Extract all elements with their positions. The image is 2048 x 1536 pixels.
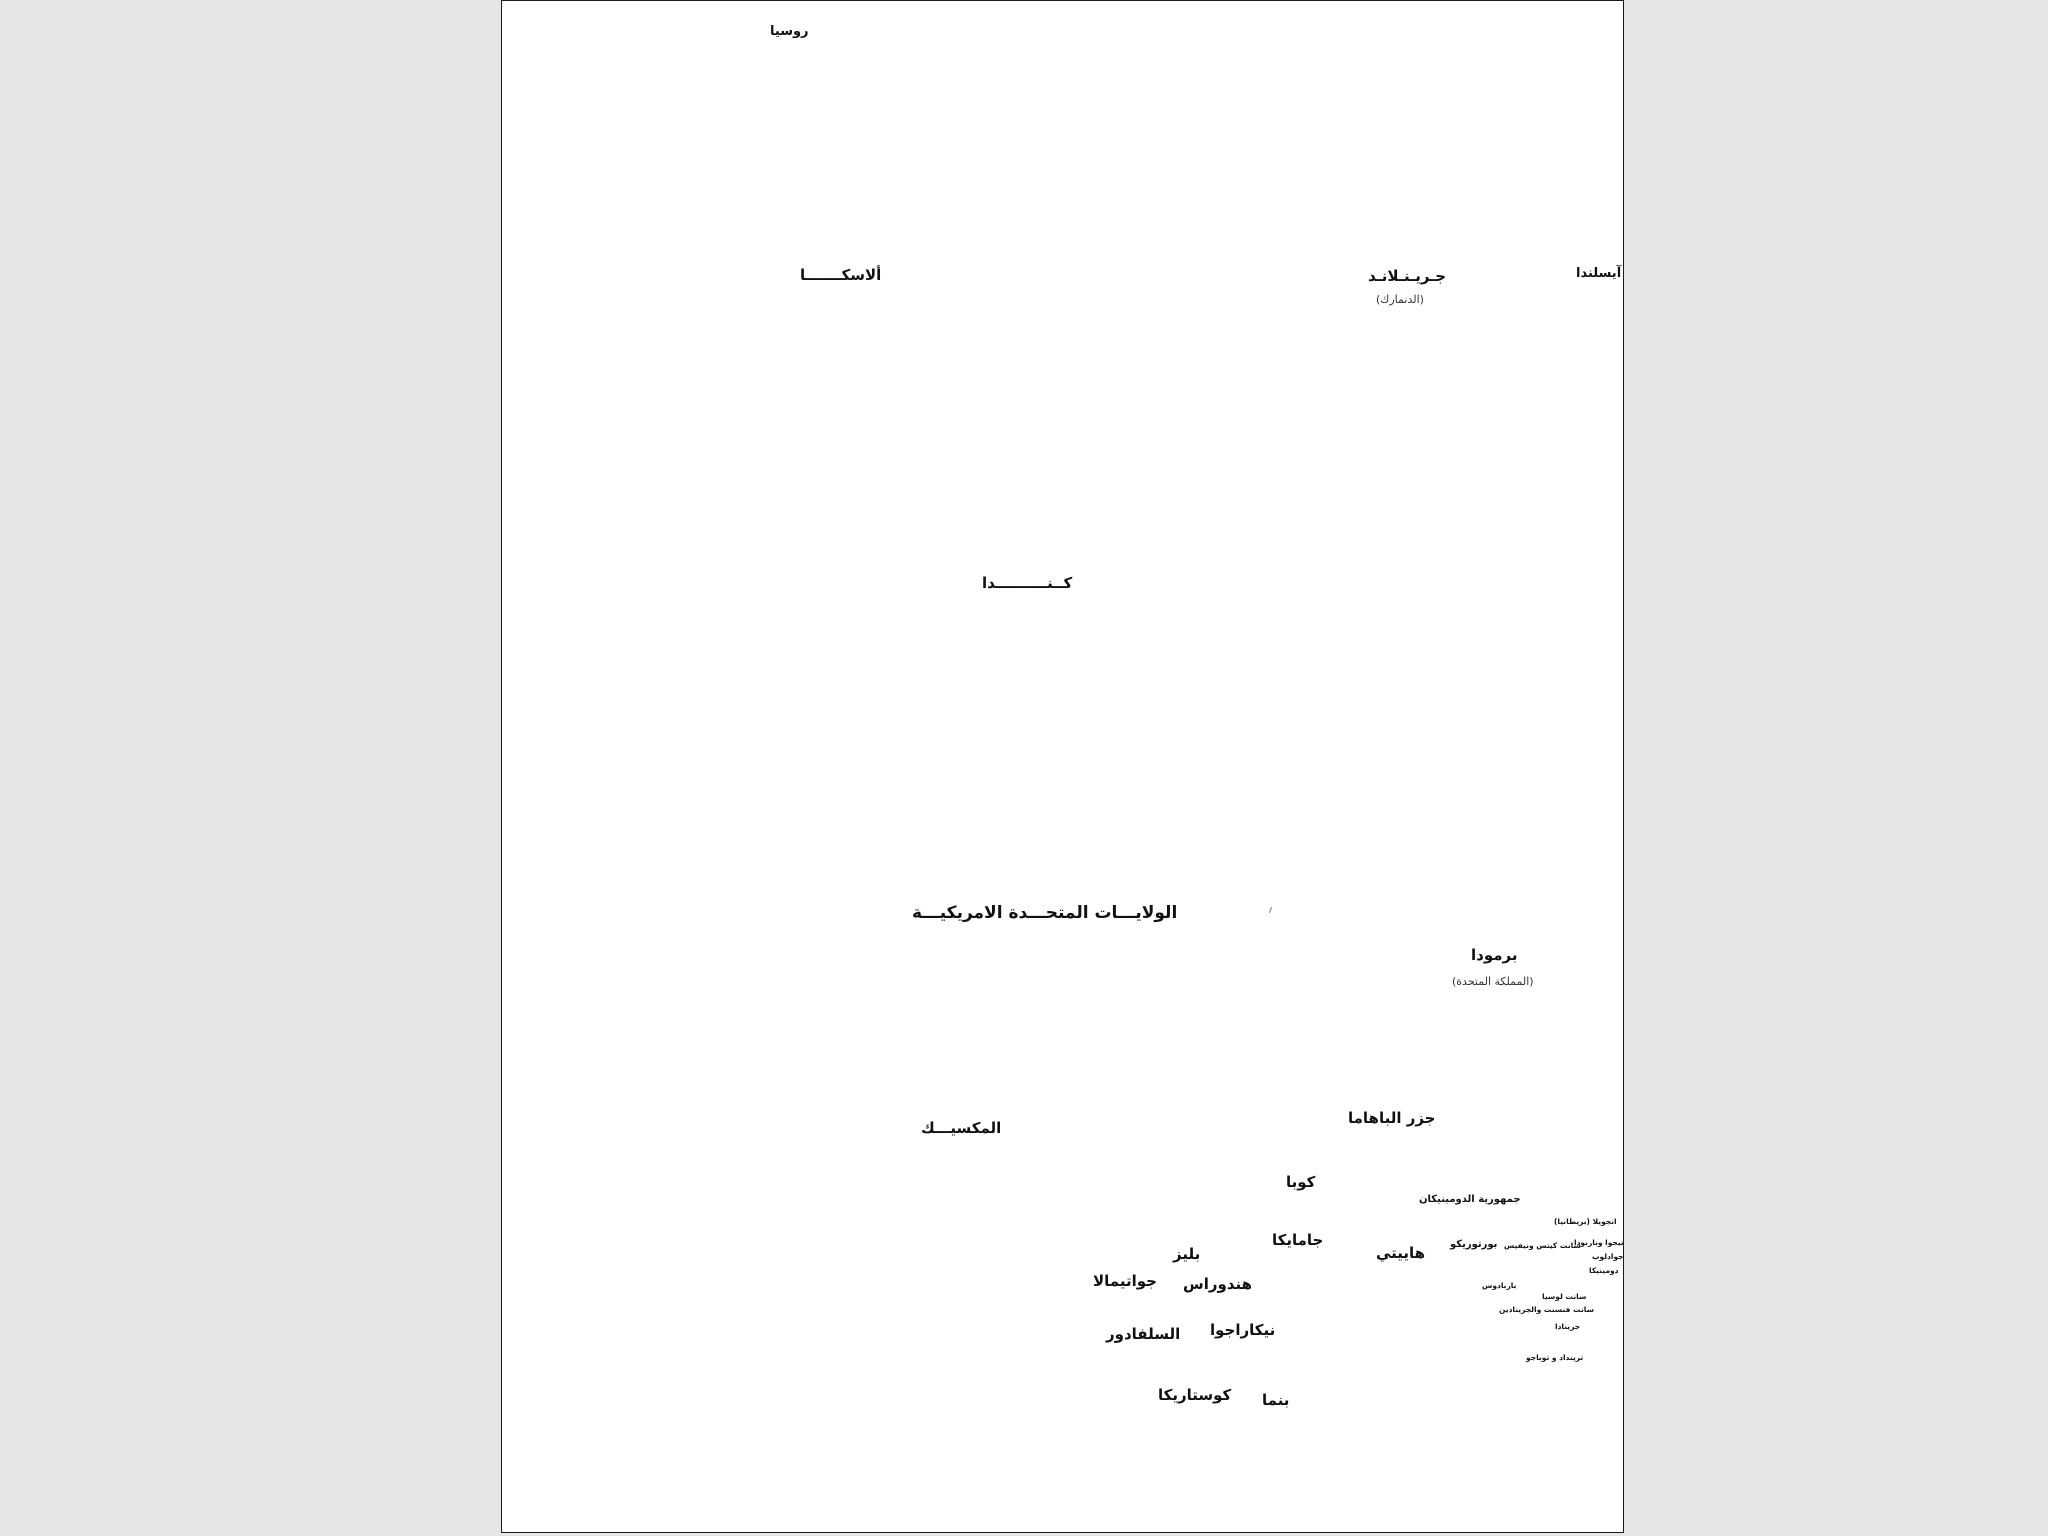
label-guatemala: جواتيمالا [1093, 1272, 1157, 1290]
label-jamaica: جامايكا [1272, 1231, 1324, 1249]
label-russia: روسيا [770, 24, 809, 39]
label-greenland: جـريـنـلانـد [1368, 267, 1447, 285]
label-belize: بليز [1173, 1245, 1201, 1263]
map-tick-mark [1269, 907, 1272, 913]
label-honduras: هندوراس [1183, 1275, 1252, 1293]
label-costa-rica: كوستاريكا [1158, 1386, 1232, 1404]
label-puerto-rico: بورتوريكو [1450, 1239, 1498, 1250]
label-haiti: هاييتي [1376, 1244, 1426, 1262]
label-guadeloupe: جوادلوب [1592, 1252, 1624, 1261]
label-antigua-barbuda: انتيجوا وباربودا [1574, 1238, 1624, 1247]
label-trinidad-tobago: ترينداد و توباجو [1526, 1353, 1584, 1362]
label-cuba: كوبا [1286, 1173, 1316, 1191]
label-el-salvador: السلفادور [1106, 1325, 1181, 1343]
label-iceland: آيسلندا [1576, 266, 1622, 281]
label-nicaragua: نيكاراجوا [1210, 1321, 1276, 1339]
label-dominica: دومينيكا [1589, 1266, 1619, 1275]
label-mexico: المكسيـــك [921, 1119, 1002, 1137]
map-frame: روسيا ألاسكـــــــا جـريـنـلانـد (الدنما… [501, 0, 1624, 1533]
label-saint-kitts-nevis: سانت كيتس ونيفيس [1504, 1241, 1581, 1250]
label-bermuda: برمودا [1471, 946, 1518, 964]
label-saint-lucia: سانت لوسيا [1542, 1292, 1587, 1301]
label-barbados: باربادوس [1482, 1281, 1517, 1290]
label-usa: الولايـــات المتحـــدة الامريكيـــة [912, 903, 1178, 923]
label-saint-vincent: سانت فنسنت والجرينادين [1499, 1305, 1595, 1314]
label-bermuda-sub: (المملكة المتحدة) [1452, 975, 1534, 988]
label-dominican-republic: جمهورية الدومينيكان [1419, 1194, 1521, 1205]
label-greenland-sub: (الدنمارك) [1376, 293, 1424, 306]
label-canada: كــنــــــــــدا [982, 574, 1073, 592]
label-grenada: جرينادا [1555, 1322, 1581, 1331]
label-panama: بنما [1262, 1391, 1290, 1409]
label-alaska: ألاسكـــــــا [800, 266, 882, 284]
label-bahamas: جزر الباهاما [1348, 1109, 1436, 1127]
label-anguilla: انجويلا (بريطانيا) [1554, 1217, 1617, 1226]
